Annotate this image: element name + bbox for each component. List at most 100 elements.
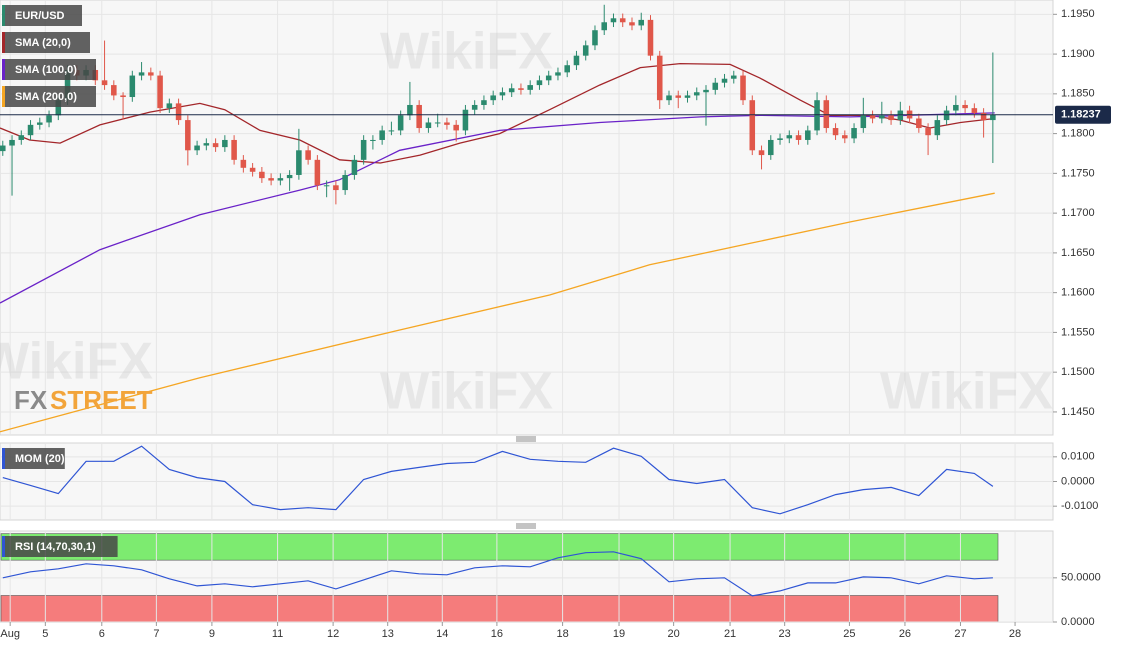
legend-label: SMA (200,0)	[15, 91, 77, 103]
candle-body	[536, 80, 543, 86]
candle-body	[879, 115, 885, 119]
watermark: WikiFX	[880, 363, 1053, 421]
x-tick-label: 6	[99, 628, 105, 640]
y-tick-label: 1.1750	[1061, 167, 1095, 179]
legend-swatch	[2, 5, 5, 26]
legend-label: SMA (20,0)	[15, 37, 71, 49]
candle-body	[222, 139, 228, 148]
candle-body	[203, 143, 210, 146]
candle-body	[64, 69, 71, 101]
y-tick-label: 1.1700	[1061, 207, 1095, 219]
candle-body	[629, 22, 635, 26]
candle-body	[259, 171, 265, 179]
x-tick-label: 28	[1009, 628, 1021, 640]
x-tick-label: 12	[327, 628, 339, 640]
plot-area: WikiFX WikiFX WikiFX WikiFX	[0, 0, 1053, 435]
candle-body	[499, 92, 506, 96]
candle-body	[55, 100, 62, 116]
x-tick-label: 27	[954, 628, 966, 640]
candle-body	[897, 110, 904, 121]
candle-body	[444, 122, 450, 125]
candle-body	[934, 120, 941, 136]
y-tick-label: -0.0100	[1061, 500, 1098, 512]
legend-swatch	[2, 86, 5, 107]
candle-body	[851, 128, 857, 139]
candle-body	[823, 100, 830, 129]
candle-body	[0, 145, 6, 152]
candle-body	[388, 130, 395, 132]
candle-body	[333, 185, 339, 191]
candle-body	[27, 124, 34, 136]
candle-body	[601, 22, 608, 31]
candle-body	[730, 75, 737, 79]
candle-body	[249, 167, 256, 172]
plot-area	[0, 443, 1053, 520]
x-tick-label: 7	[153, 628, 159, 640]
legend-box	[2, 5, 82, 26]
candle-body	[9, 139, 15, 146]
candle-body	[832, 128, 839, 136]
candle-body	[157, 75, 163, 109]
sma-line	[0, 112, 995, 304]
candle-body	[101, 80, 108, 86]
x-tick-label: 26	[899, 628, 911, 640]
panel-0: WikiFX WikiFX WikiFX WikiFX 1.1950 1.1900 1.18…	[0, 0, 1111, 435]
candle-body	[777, 138, 783, 140]
candle-body	[425, 122, 432, 129]
candle-body	[740, 75, 746, 101]
x-tick-label: 5	[42, 628, 48, 640]
candle-body	[434, 122, 441, 124]
legend-box	[2, 32, 90, 53]
candle-body	[166, 103, 173, 109]
candle-body	[351, 159, 358, 175]
x-tick-label: 18	[556, 628, 568, 640]
candle-body	[407, 104, 413, 116]
candle-body	[240, 159, 247, 168]
watermark: WikiFX	[0, 333, 153, 391]
candle-body	[129, 75, 136, 98]
x-tick-label: 20	[667, 628, 679, 640]
candle-body	[684, 95, 691, 98]
y-tick-label: 0.0000	[1061, 616, 1095, 628]
indicator-line	[2, 551, 993, 597]
candle-body	[592, 30, 598, 46]
sma-line	[0, 192, 995, 433]
candle-body	[527, 85, 533, 90]
candle-body	[555, 72, 561, 76]
x-tick-label: Aug	[0, 628, 20, 640]
candle-body	[175, 103, 182, 121]
y-tick-label: 1.1450	[1061, 406, 1095, 418]
y-tick-label: 1.1900	[1061, 48, 1095, 60]
rsi-band	[0, 595, 999, 622]
candle-body	[370, 139, 376, 141]
candle-body	[971, 108, 978, 113]
legend-label: EUR/USD	[15, 10, 65, 22]
candle-body	[638, 19, 645, 26]
candle-body	[712, 82, 719, 90]
x-tick-label: 14	[436, 628, 448, 640]
legend-label: MOM (20)	[15, 453, 65, 465]
legend-box	[2, 448, 65, 469]
x-tick-label: 21	[724, 628, 736, 640]
logo-fx: FX	[14, 385, 48, 415]
candle-body	[462, 109, 469, 131]
candle-body	[943, 110, 950, 121]
legend-label: SMA (100,0)	[15, 64, 77, 76]
y-tick-label: 1.1800	[1061, 128, 1095, 140]
candle-body	[721, 78, 728, 83]
plot-area	[0, 531, 1053, 622]
candle-body	[564, 65, 570, 73]
candle-body	[786, 135, 793, 139]
x-tick-label: 13	[382, 628, 394, 640]
y-tick-label: 1.1950	[1061, 8, 1095, 20]
candle-body	[869, 115, 876, 119]
x-tick-label: 25	[843, 628, 855, 640]
candle-body	[342, 174, 348, 191]
x-tick-label: 16	[491, 628, 503, 640]
y-tick-label: 1.1500	[1061, 366, 1095, 378]
candle-body	[545, 75, 552, 81]
candle-body	[379, 130, 385, 140]
indicator-line	[2, 445, 994, 515]
